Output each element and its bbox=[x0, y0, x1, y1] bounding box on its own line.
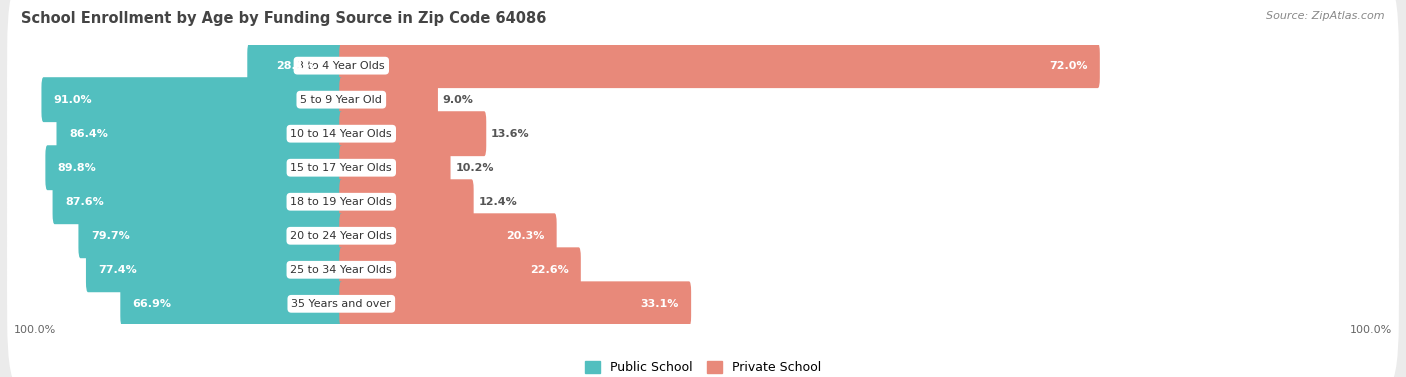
Text: 66.9%: 66.9% bbox=[132, 299, 172, 309]
FancyBboxPatch shape bbox=[339, 179, 474, 224]
Text: 3 to 4 Year Olds: 3 to 4 Year Olds bbox=[298, 61, 385, 70]
Text: 13.6%: 13.6% bbox=[491, 129, 530, 139]
Legend: Public School, Private School: Public School, Private School bbox=[579, 356, 827, 377]
FancyBboxPatch shape bbox=[7, 219, 1399, 377]
FancyBboxPatch shape bbox=[79, 213, 343, 258]
FancyBboxPatch shape bbox=[7, 15, 1399, 184]
Text: 20 to 24 Year Olds: 20 to 24 Year Olds bbox=[291, 231, 392, 241]
FancyBboxPatch shape bbox=[7, 152, 1399, 320]
FancyBboxPatch shape bbox=[339, 43, 1099, 88]
Text: Source: ZipAtlas.com: Source: ZipAtlas.com bbox=[1267, 11, 1385, 21]
Text: 15 to 17 Year Olds: 15 to 17 Year Olds bbox=[291, 163, 392, 173]
FancyBboxPatch shape bbox=[7, 0, 1399, 150]
Text: 22.6%: 22.6% bbox=[530, 265, 568, 275]
Text: 35 Years and over: 35 Years and over bbox=[291, 299, 391, 309]
FancyBboxPatch shape bbox=[41, 77, 343, 122]
FancyBboxPatch shape bbox=[121, 281, 343, 326]
FancyBboxPatch shape bbox=[7, 117, 1399, 286]
Text: 20.3%: 20.3% bbox=[506, 231, 544, 241]
Text: 77.4%: 77.4% bbox=[98, 265, 138, 275]
FancyBboxPatch shape bbox=[45, 145, 343, 190]
FancyBboxPatch shape bbox=[339, 111, 486, 156]
Text: 33.1%: 33.1% bbox=[640, 299, 679, 309]
FancyBboxPatch shape bbox=[86, 247, 343, 292]
Text: 10.2%: 10.2% bbox=[456, 163, 494, 173]
Text: 72.0%: 72.0% bbox=[1049, 61, 1087, 70]
Text: 12.4%: 12.4% bbox=[478, 197, 517, 207]
Text: 100.0%: 100.0% bbox=[14, 325, 56, 335]
FancyBboxPatch shape bbox=[339, 145, 450, 190]
Text: 10 to 14 Year Olds: 10 to 14 Year Olds bbox=[291, 129, 392, 139]
Text: 9.0%: 9.0% bbox=[443, 95, 474, 105]
Text: 91.0%: 91.0% bbox=[53, 95, 93, 105]
FancyBboxPatch shape bbox=[7, 49, 1399, 218]
Text: 25 to 34 Year Olds: 25 to 34 Year Olds bbox=[291, 265, 392, 275]
Text: 100.0%: 100.0% bbox=[1350, 325, 1392, 335]
FancyBboxPatch shape bbox=[7, 185, 1399, 354]
FancyBboxPatch shape bbox=[247, 43, 343, 88]
FancyBboxPatch shape bbox=[56, 111, 343, 156]
FancyBboxPatch shape bbox=[7, 83, 1399, 252]
FancyBboxPatch shape bbox=[339, 213, 557, 258]
Text: School Enrollment by Age by Funding Source in Zip Code 64086: School Enrollment by Age by Funding Sour… bbox=[21, 11, 547, 26]
FancyBboxPatch shape bbox=[52, 179, 343, 224]
Text: 89.8%: 89.8% bbox=[58, 163, 97, 173]
Text: 18 to 19 Year Olds: 18 to 19 Year Olds bbox=[291, 197, 392, 207]
FancyBboxPatch shape bbox=[339, 77, 437, 122]
Text: 28.1%: 28.1% bbox=[276, 61, 315, 70]
FancyBboxPatch shape bbox=[339, 281, 692, 326]
Text: 87.6%: 87.6% bbox=[65, 197, 104, 207]
Text: 5 to 9 Year Old: 5 to 9 Year Old bbox=[301, 95, 382, 105]
Text: 79.7%: 79.7% bbox=[91, 231, 129, 241]
FancyBboxPatch shape bbox=[339, 247, 581, 292]
Text: 86.4%: 86.4% bbox=[69, 129, 108, 139]
